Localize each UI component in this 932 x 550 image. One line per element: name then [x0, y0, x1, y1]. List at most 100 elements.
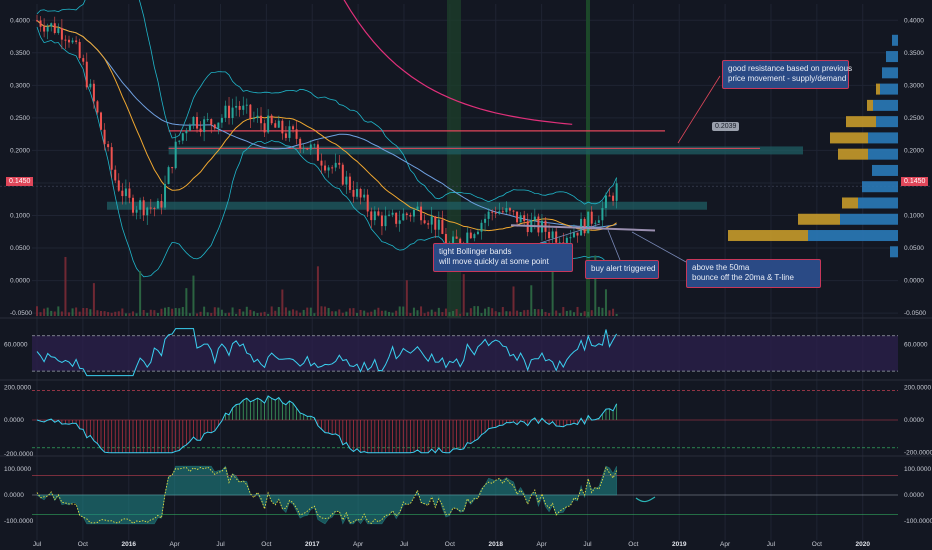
candle-body [388, 214, 391, 216]
volume-bar [270, 306, 273, 316]
bollinger-upper [36, 0, 617, 205]
candle-body [185, 130, 188, 134]
volume-bar [341, 312, 344, 316]
volume-bar [487, 306, 490, 316]
volume-bar [388, 311, 391, 316]
y-tick-label-left: 0.0000 [10, 278, 30, 285]
osc-y-label-right: 0.0000 [904, 492, 924, 499]
candle-body [523, 215, 526, 222]
volume-bar [448, 312, 451, 316]
volume-bar [160, 308, 163, 316]
price-marker-tag[interactable]: 0.2039 [712, 122, 740, 131]
candle-body [263, 123, 266, 133]
candle-body [402, 213, 405, 221]
osc-area [36, 465, 617, 525]
y-tick-label-left: 0.4000 [10, 17, 30, 24]
candle-body [491, 211, 494, 213]
candle-body [235, 105, 238, 108]
candle-body [356, 188, 359, 197]
candle-body [327, 167, 330, 171]
volume-bar [78, 311, 81, 316]
candle-body [352, 189, 355, 197]
volume-bar [612, 308, 615, 316]
momentum-y-label-right: -200.0000 [904, 450, 932, 457]
candle-body [324, 165, 327, 171]
candle-body [146, 207, 149, 216]
x-tick-label: Jul [33, 541, 42, 548]
volume-bar [587, 311, 590, 316]
osc-y-label-right: -100.0000 [904, 518, 932, 525]
volume-bar [459, 313, 462, 316]
volume-bar [373, 309, 376, 316]
volume-bar [441, 312, 444, 316]
volume-bar [544, 311, 547, 316]
momentum-line [36, 395, 618, 454]
volume-bar [128, 313, 131, 316]
volume-profile-bar [808, 230, 898, 242]
candle-body [302, 148, 305, 150]
volume-bar [299, 312, 302, 316]
volume-bar [245, 306, 248, 316]
momentum-y-label-right: 0.0000 [904, 417, 924, 424]
volume-bar [434, 311, 437, 316]
candle-body [132, 197, 135, 213]
volume-bar [213, 307, 216, 316]
volume-bar [327, 307, 330, 316]
annotation-bollinger[interactable]: tight Bollinger bands will move quickly … [433, 243, 573, 272]
volume-bar [39, 312, 42, 316]
volume-bar [103, 311, 106, 316]
volume-profile-bar [862, 181, 898, 193]
volume-bar [583, 311, 586, 316]
candle-body [306, 148, 309, 150]
y-tick-label-left: 0.3000 [10, 82, 30, 89]
candle-body [597, 220, 600, 223]
candle-body [281, 120, 284, 134]
volume-bar [334, 311, 337, 316]
candle-body [203, 119, 206, 133]
x-tick-label: Jul [767, 541, 776, 548]
annotation-connector [539, 223, 601, 244]
volume-bar [292, 309, 295, 316]
annotation-resistance[interactable]: good resistance based on previous price … [722, 60, 852, 89]
volume-bar [192, 275, 195, 316]
candle-body [348, 176, 351, 190]
volume-bar [284, 307, 287, 316]
candle-body [309, 144, 312, 150]
candle-body [498, 211, 501, 214]
y-tick-label-right: 0.0500 [904, 245, 924, 252]
candle-body [455, 236, 458, 239]
volume-bar [466, 312, 469, 316]
volume-bar [316, 266, 319, 316]
volume-bar [377, 307, 380, 316]
candle-body [519, 215, 522, 223]
volume-bar [473, 306, 476, 316]
volume-bar [462, 274, 465, 316]
highlight-band [586, 0, 590, 318]
volume-bar [494, 311, 497, 316]
candle-body [444, 233, 447, 246]
volume-bar [420, 306, 423, 316]
x-tick-label: Oct [628, 541, 638, 548]
rsi-y-label-right: 60.0000 [904, 342, 928, 349]
candle-body [363, 194, 366, 198]
candle-body [466, 232, 469, 245]
annotation-buy-alert[interactable]: buy alert triggered [585, 260, 659, 279]
volume-bar [53, 311, 56, 316]
osc-y-label-left: -100.0000 [4, 518, 34, 525]
volume-bar [313, 313, 316, 316]
candle-body [228, 105, 231, 119]
volume-bar [345, 311, 348, 316]
volume-profile-bar [842, 197, 858, 209]
volume-bar [427, 311, 430, 316]
x-tick-label: Oct [261, 541, 271, 548]
volume-bar [352, 308, 355, 316]
annotation-connector [607, 229, 621, 261]
volume-bar [36, 306, 38, 316]
volume-bar [530, 285, 533, 316]
annotation-50ma[interactable]: above the 50ma bounce off the 20ma & T-l… [686, 259, 821, 288]
y-tick-label-left: 0.0500 [10, 245, 30, 252]
candle-body [416, 206, 419, 210]
y-tick-label-right: 0.2000 [904, 147, 924, 154]
momentum-y-label-right: 200.0000 [904, 384, 931, 391]
volume-bar [551, 254, 554, 316]
